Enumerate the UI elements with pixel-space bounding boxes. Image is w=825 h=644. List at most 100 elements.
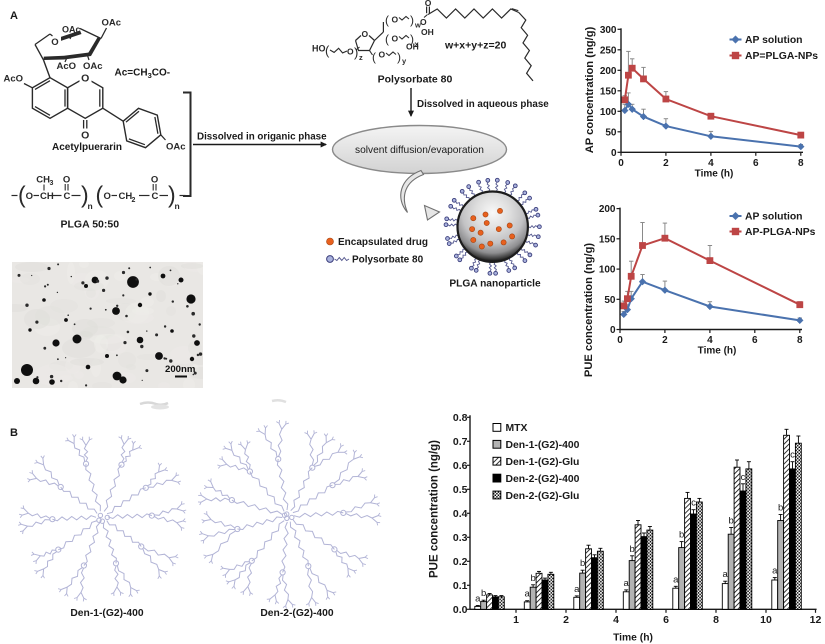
svg-text:A: A	[10, 10, 18, 22]
svg-text:CH: CH	[36, 175, 50, 186]
svg-text:AP solution: AP solution	[745, 212, 803, 223]
svg-text:AP-PLGA-NPs: AP-PLGA-NPs	[745, 227, 816, 238]
svg-text:OH: OH	[421, 27, 434, 37]
svg-text:): )	[354, 45, 358, 60]
svg-text:O: O	[347, 47, 354, 57]
svg-text:Time (h): Time (h)	[613, 633, 653, 644]
svg-text:OAc: OAc	[83, 61, 103, 72]
svg-text:b: b	[728, 516, 733, 527]
svg-text:PUE concentration (ng/g): PUE concentration (ng/g)	[429, 440, 441, 578]
svg-text:(: (	[372, 50, 376, 64]
svg-text:100: 100	[600, 107, 617, 118]
svg-text:250: 250	[600, 45, 617, 56]
svg-text:Polysorbate 80: Polysorbate 80	[378, 74, 453, 86]
svg-text:0.4: 0.4	[453, 508, 468, 520]
svg-text:0: 0	[611, 148, 617, 159]
svg-text:0.3: 0.3	[453, 532, 468, 544]
svg-text:2: 2	[662, 335, 668, 346]
svg-text:a: a	[772, 566, 778, 577]
svg-text:PLGA 50:50: PLGA 50:50	[61, 219, 120, 231]
svg-text:O: O	[63, 175, 70, 186]
svg-text:O: O	[379, 50, 386, 60]
svg-text:4: 4	[708, 158, 714, 169]
svg-text:12: 12	[810, 614, 822, 626]
svg-text:CH: CH	[40, 191, 54, 202]
svg-text:300: 300	[600, 25, 617, 36]
svg-text:8: 8	[713, 614, 719, 626]
svg-text:a: a	[673, 574, 679, 585]
svg-text:w: w	[414, 21, 421, 30]
svg-text:): )	[81, 182, 89, 208]
svg-text:O: O	[392, 34, 399, 44]
svg-text:50: 50	[605, 127, 617, 138]
svg-text:O: O	[81, 73, 89, 85]
svg-text:): )	[410, 32, 414, 46]
svg-text:a: a	[525, 589, 531, 600]
svg-text:b: b	[778, 503, 783, 514]
svg-text:6: 6	[663, 614, 669, 626]
svg-text:Polysorbate 80: Polysorbate 80	[352, 255, 424, 266]
svg-text:): )	[410, 13, 414, 27]
svg-text:0: 0	[618, 158, 624, 169]
svg-text:2: 2	[663, 158, 669, 169]
svg-text:(: (	[18, 182, 26, 208]
svg-text:b: b	[629, 544, 634, 555]
svg-text:0: 0	[610, 325, 616, 336]
svg-text:a: a	[574, 584, 580, 595]
svg-text:(: (	[385, 13, 389, 27]
svg-text:PUE concentration (ng/g): PUE concentration (ng/g)	[583, 243, 595, 378]
svg-text:b: b	[481, 588, 486, 599]
svg-text:0.1: 0.1	[453, 580, 468, 592]
svg-text:200: 200	[599, 204, 616, 215]
svg-text:O: O	[151, 175, 158, 186]
svg-text:a: a	[624, 578, 630, 589]
svg-text:OAc: OAc	[62, 25, 81, 35]
svg-text:6: 6	[752, 335, 758, 346]
svg-text:Den-1-(G2)-400: Den-1-(G2)-400	[506, 440, 580, 451]
svg-text:0.8: 0.8	[453, 412, 468, 424]
svg-text:OH: OH	[406, 42, 419, 52]
svg-text:Dissolved in aqueous phase: Dissolved in aqueous phase	[417, 99, 549, 110]
svg-text:4: 4	[613, 614, 619, 626]
svg-text:x: x	[415, 40, 420, 49]
svg-text:200: 200	[600, 66, 617, 77]
svg-text:O: O	[392, 15, 399, 25]
svg-text:2: 2	[563, 614, 569, 626]
svg-text:O: O	[425, 0, 432, 8]
svg-text:0.7: 0.7	[453, 436, 468, 448]
svg-text:Time (h): Time (h)	[695, 169, 734, 180]
svg-text:O: O	[420, 17, 427, 27]
svg-text:OAc: OAc	[166, 142, 186, 153]
svg-text:(: (	[385, 32, 389, 46]
svg-text:c: c	[790, 450, 795, 461]
svg-text:Encapsulated drug: Encapsulated drug	[338, 237, 428, 248]
svg-text:4: 4	[707, 335, 713, 346]
svg-text:Acetylpuerarin: Acetylpuerarin	[52, 142, 122, 153]
svg-text:200nm: 200nm	[165, 364, 195, 375]
svg-text:b: b	[679, 530, 684, 541]
svg-text:C: C	[152, 191, 159, 202]
svg-text:HO: HO	[312, 44, 326, 54]
svg-text:Time (h): Time (h)	[698, 346, 737, 357]
svg-text:50: 50	[604, 295, 616, 306]
svg-text:n: n	[175, 201, 180, 211]
svg-text:CH: CH	[119, 191, 133, 202]
svg-text:O: O	[361, 29, 368, 39]
svg-text:OAc: OAc	[102, 18, 122, 29]
svg-text:a: a	[723, 569, 729, 580]
svg-text:100: 100	[599, 265, 616, 276]
svg-text:AcO: AcO	[4, 74, 24, 85]
svg-text:solvent diffusion/evaporation: solvent diffusion/evaporation	[355, 145, 484, 156]
svg-text:3: 3	[50, 180, 54, 187]
svg-text:150: 150	[600, 86, 617, 97]
svg-text:Den-2-(G2)-400: Den-2-(G2)-400	[260, 608, 334, 619]
svg-text:AP solution: AP solution	[745, 35, 803, 46]
svg-text:Dissolved in origanic phase: Dissolved in origanic phase	[197, 132, 327, 143]
svg-text:0.5: 0.5	[453, 484, 468, 496]
svg-text:Den-1-(G2)-Glu: Den-1-(G2)-Glu	[506, 457, 580, 468]
svg-text:O: O	[51, 37, 58, 48]
svg-text:MTX: MTX	[506, 423, 528, 434]
svg-text:2: 2	[132, 197, 136, 204]
svg-text:z: z	[359, 53, 363, 62]
svg-text:O: O	[104, 191, 111, 202]
